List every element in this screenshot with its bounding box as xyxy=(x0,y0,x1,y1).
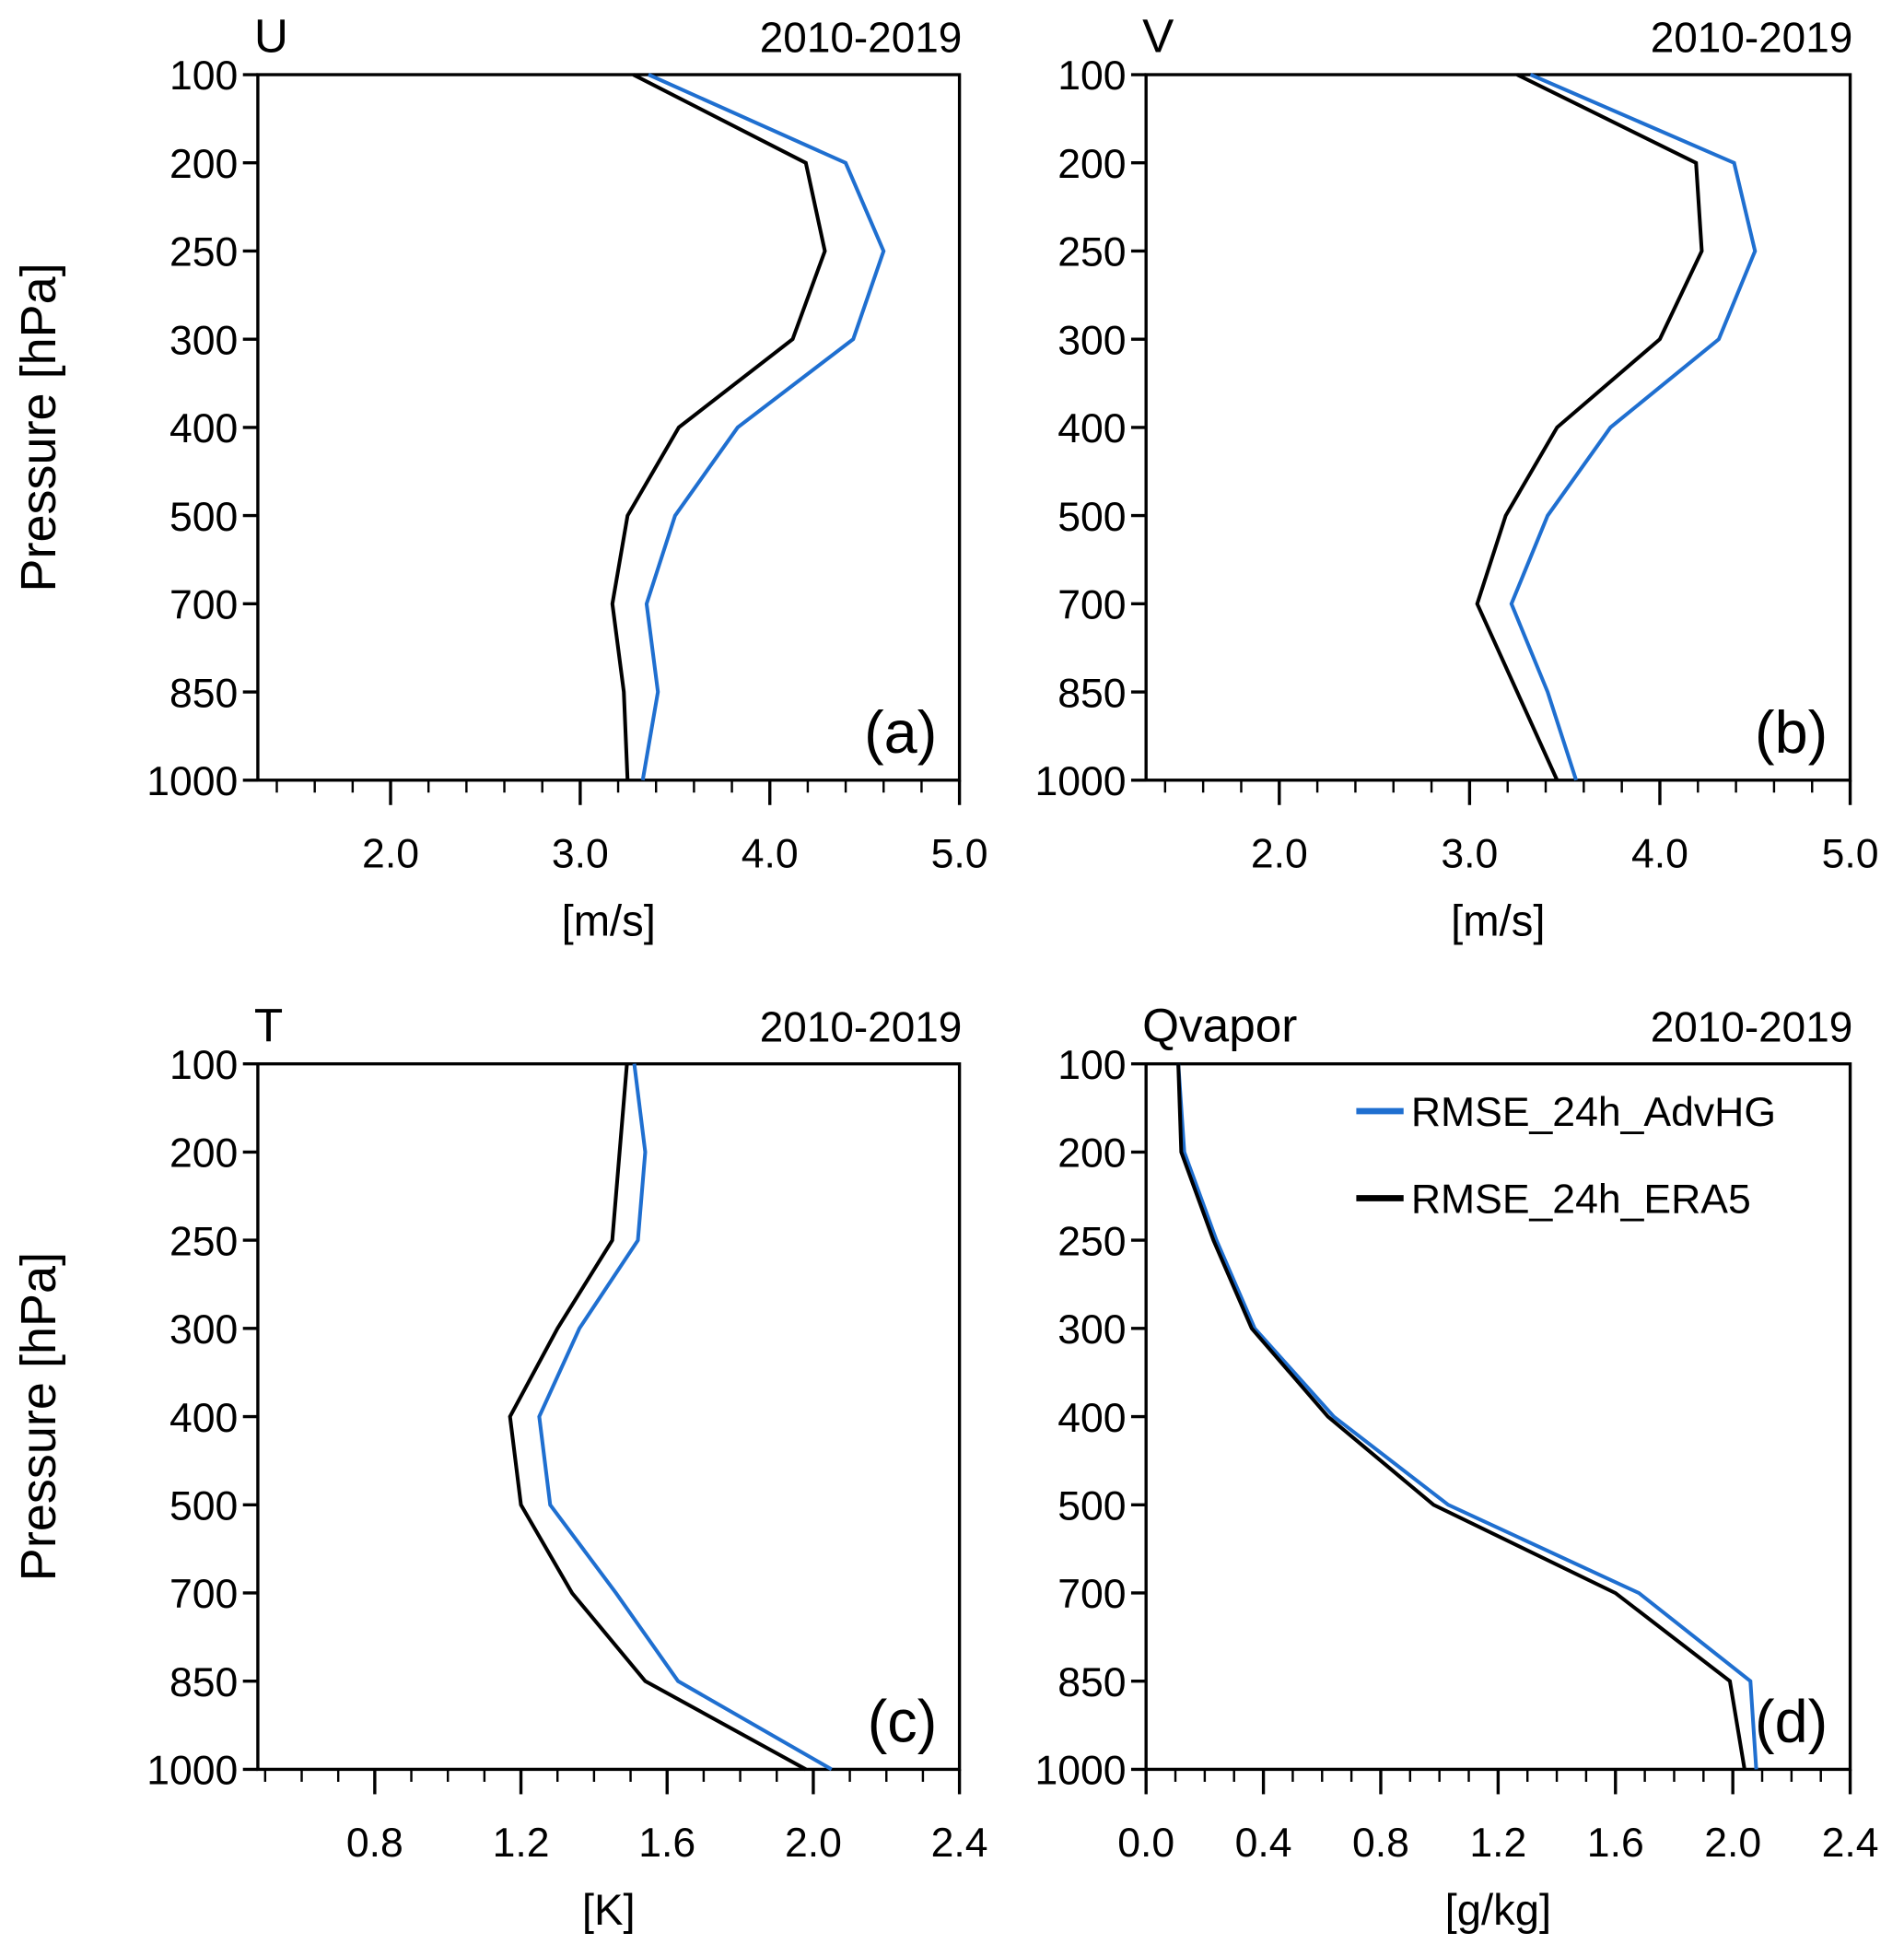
panel-title: Qvapor xyxy=(1142,999,1297,1051)
series-line-RMSE_24h_ERA5 xyxy=(1475,73,1704,781)
x-tick-label: 4.0 xyxy=(742,831,799,876)
plot-frame xyxy=(256,1061,962,1772)
panel-d: 100 200 250 300 400 500 700 850 1000 0.0 0.4 0.8 1.2… xyxy=(1034,999,1878,1935)
x-axis-label: [m/s] xyxy=(562,897,656,946)
y-tick-label: 1000 xyxy=(1034,1749,1126,1794)
panel-b: 100 200 250 300 400 500 700 850 1000 2.0 3.0 4.0 5.0… xyxy=(1034,10,1878,946)
y-tick-label: 200 xyxy=(1057,142,1126,187)
plot-frame xyxy=(1144,73,1852,782)
x-tick-label: 1.2 xyxy=(1469,1821,1526,1866)
y-tick-label: 250 xyxy=(169,1219,238,1264)
panel-title: T xyxy=(254,999,283,1051)
series-line-RMSE_24h_AdvHG xyxy=(537,1063,833,1772)
y-tick-label: 850 xyxy=(1057,1660,1126,1705)
y-tick-label: 400 xyxy=(1057,1396,1126,1441)
x-tick-label: 1.2 xyxy=(493,1821,550,1866)
panel-title: V xyxy=(1142,10,1174,63)
x-tick-label: 2.4 xyxy=(1822,1821,1879,1866)
panel-subtitle: 2010-2019 xyxy=(760,14,963,62)
y-tick-label: 100 xyxy=(1057,53,1126,99)
series-line-RMSE_24h_ERA5 xyxy=(1176,1063,1746,1770)
y-tick-label: 1000 xyxy=(146,1749,238,1794)
y-axis-label: Pressure [hPa] xyxy=(11,1252,66,1581)
x-tick-label: 3.0 xyxy=(1441,831,1498,876)
panel-subtitle: 2010-2019 xyxy=(760,1002,963,1050)
y-tick-label: 400 xyxy=(169,1396,238,1441)
x-tick-label: 2.0 xyxy=(1704,1821,1761,1866)
x-tick-label: 2.4 xyxy=(931,1821,988,1866)
y-axis-label: Pressure [hPa] xyxy=(11,263,66,591)
x-tick-label: 0.8 xyxy=(1352,1821,1409,1866)
y-tick-label: 700 xyxy=(169,1572,238,1617)
y-tick-label: 200 xyxy=(169,1131,238,1177)
y-tick-label: 300 xyxy=(1057,318,1126,363)
y-tick-label: 700 xyxy=(169,583,238,628)
y-tick-label: 400 xyxy=(169,406,238,451)
legend: RMSE_24h_AdvHG RMSE_24h_ERA5 xyxy=(1356,1090,1776,1223)
x-axis-label: [K] xyxy=(582,1886,636,1935)
x-tick-label: 0.0 xyxy=(1117,1821,1174,1866)
y-tick-label: 250 xyxy=(1057,1219,1126,1264)
y-tick-label: 500 xyxy=(169,495,238,540)
plot-frame xyxy=(1144,1061,1852,1772)
y-tick-label: 300 xyxy=(169,1307,238,1353)
y-tick-label: 850 xyxy=(169,671,238,716)
x-tick-label: 2.0 xyxy=(362,831,419,876)
series-line-RMSE_24h_ERA5 xyxy=(508,1063,807,1772)
y-tick-label: 250 xyxy=(169,230,238,275)
y-tick-label: 100 xyxy=(169,53,238,99)
x-axis-label: [g/kg] xyxy=(1445,1886,1552,1935)
y-tick-label: 500 xyxy=(1057,1483,1126,1528)
panel-label: (b) xyxy=(1755,698,1828,766)
x-tick-label: 0.4 xyxy=(1235,1821,1292,1866)
legend-entry: RMSE_24h_ERA5 xyxy=(1411,1177,1751,1223)
y-tick-label: 300 xyxy=(169,318,238,363)
y-tick-label: 700 xyxy=(1057,583,1126,628)
y-tick-label: 1000 xyxy=(146,759,238,804)
y-tick-label: 100 xyxy=(169,1043,238,1088)
y-tick-label: 500 xyxy=(169,1483,238,1528)
y-tick-label: 850 xyxy=(1057,671,1126,716)
x-tick-label: 2.0 xyxy=(1251,831,1308,876)
panel-c: 100 200 250 300 400 500 700 850 1000 0.8 1.2 1.6 2.0… xyxy=(11,999,988,1935)
y-tick-label: 200 xyxy=(1057,1131,1126,1177)
x-tick-label: 4.0 xyxy=(1631,831,1688,876)
x-tick-label: 2.0 xyxy=(785,1821,842,1866)
series-line-RMSE_24h_AdvHG xyxy=(1509,73,1758,781)
series-line-RMSE_24h_AdvHG xyxy=(1176,1063,1758,1770)
x-tick-label: 5.0 xyxy=(931,831,988,876)
y-tick-label: 400 xyxy=(1057,406,1126,451)
x-tick-label: 0.8 xyxy=(346,1821,403,1866)
series-line-RMSE_24h_AdvHG xyxy=(640,73,886,781)
panel-label: (d) xyxy=(1755,1688,1828,1755)
panel-label: (a) xyxy=(864,698,937,766)
y-tick-label: 100 xyxy=(1057,1043,1126,1088)
panel-title: U xyxy=(254,10,288,63)
y-tick-label: 700 xyxy=(1057,1572,1126,1617)
panel-a: 100 200 250 300 400 500 700 850 1000 2.0 3.0 4.0 5.0… xyxy=(11,10,988,946)
y-tick-label: 500 xyxy=(1057,495,1126,540)
x-tick-label: 1.6 xyxy=(1587,1821,1644,1866)
y-tick-label: 250 xyxy=(1057,230,1126,275)
series-line-RMSE_24h_ERA5 xyxy=(610,73,827,780)
x-tick-label: 1.6 xyxy=(638,1821,695,1866)
x-tick-label: 5.0 xyxy=(1822,831,1879,876)
y-tick-label: 1000 xyxy=(1034,759,1126,804)
y-tick-label: 850 xyxy=(169,1660,238,1705)
x-axis-label: [m/s] xyxy=(1451,897,1545,946)
legend-entry: RMSE_24h_AdvHG xyxy=(1411,1090,1776,1135)
panel-label: (c) xyxy=(868,1688,938,1755)
panel-subtitle: 2010-2019 xyxy=(1651,1002,1853,1050)
panel-subtitle: 2010-2019 xyxy=(1651,14,1853,62)
x-tick-label: 3.0 xyxy=(552,831,609,876)
y-tick-label: 200 xyxy=(169,142,238,187)
y-tick-label: 300 xyxy=(1057,1307,1126,1353)
